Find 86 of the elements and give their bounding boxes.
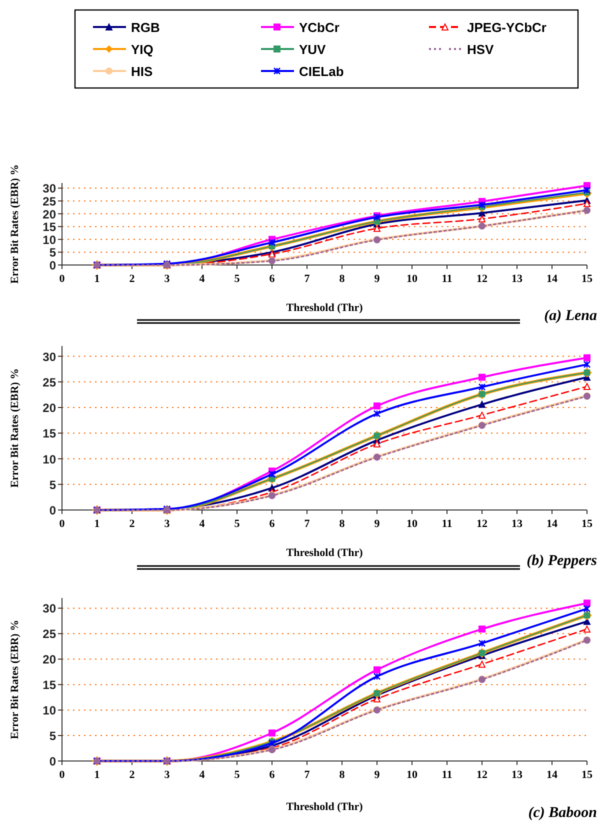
x-tick-label: 15 bbox=[582, 518, 593, 530]
x-tick-label: 5 bbox=[234, 769, 240, 781]
y-tick-label: 0 bbox=[49, 258, 56, 272]
x-tick-label: 4 bbox=[199, 769, 206, 781]
x-tick-label: 1 bbox=[94, 769, 100, 781]
x-tick-label: 2 bbox=[129, 273, 136, 285]
x-tick-label: 3 bbox=[164, 273, 170, 285]
x-tick-label: 11 bbox=[442, 273, 452, 285]
x-tick-label: 0 bbox=[59, 769, 66, 781]
x-tick-label: 10 bbox=[406, 769, 418, 781]
x-tick-label: 12 bbox=[476, 769, 488, 781]
legend-label: JPEG-YCbCr bbox=[467, 20, 546, 35]
y-axis-title: Error Bit Rates (EBR) % bbox=[9, 368, 21, 488]
text: (c) Baboon bbox=[528, 805, 597, 821]
y-axis-title: Error Bit Rates (EBR) % bbox=[9, 164, 21, 284]
x-tick-label: 5 bbox=[234, 273, 240, 285]
y-tick-label: 15 bbox=[42, 426, 56, 441]
x-axis-title: Threshold (Thr) bbox=[286, 801, 364, 813]
y-tick-label: 5 bbox=[49, 478, 56, 492]
y-tick-label: 10 bbox=[42, 232, 56, 247]
x-tick-label: 8 bbox=[339, 518, 346, 530]
x-tick-label: 6 bbox=[269, 273, 276, 285]
x-tick-label: 8 bbox=[339, 769, 346, 781]
text: (a) Lena bbox=[544, 308, 598, 324]
y-tick-label: 0 bbox=[49, 504, 56, 518]
x-tick-label: 15 bbox=[582, 273, 593, 285]
x-tick-label: 10 bbox=[406, 518, 418, 530]
x-tick-label: 4 bbox=[199, 273, 206, 285]
legend-label: YUV bbox=[299, 42, 326, 57]
x-tick-label: 1 bbox=[94, 518, 100, 530]
x-tick-label: 2 bbox=[129, 518, 136, 530]
x-tick-label: 13 bbox=[512, 518, 523, 530]
x-tick-label: 4 bbox=[199, 518, 206, 530]
y-tick-label: 5 bbox=[49, 246, 56, 260]
x-tick-label: 7 bbox=[304, 273, 310, 285]
x-axis-title: Threshold (Thr) bbox=[286, 547, 364, 559]
y-tick-label: 30 bbox=[42, 350, 56, 364]
y-tick-label: 25 bbox=[42, 194, 56, 208]
x-tick-label: 7 bbox=[304, 518, 310, 530]
y-axis-title: Error Bit Rates (EBR) % bbox=[9, 620, 21, 740]
x-tick-label: 0 bbox=[59, 273, 66, 285]
x-axis-title: Threshold (Thr) bbox=[286, 302, 364, 314]
legend-label: RGB bbox=[131, 20, 160, 35]
y-tick-label: 25 bbox=[42, 375, 56, 390]
x-tick-label: 14 bbox=[546, 769, 558, 781]
x-tick-label: 0 bbox=[59, 518, 66, 530]
x-tick-label: 3 bbox=[164, 769, 170, 781]
x-tick-label: 12 bbox=[476, 518, 488, 530]
y-tick-label: 20 bbox=[42, 652, 56, 667]
y-tick-label: 15 bbox=[42, 220, 56, 234]
x-tick-label: 13 bbox=[512, 273, 523, 285]
x-tick-label: 5 bbox=[234, 518, 240, 530]
y-tick-label: 0 bbox=[49, 754, 56, 768]
x-tick-label: 10 bbox=[406, 273, 418, 285]
x-tick-label: 11 bbox=[442, 518, 452, 530]
x-tick-label: 6 bbox=[269, 518, 276, 530]
x-tick-label: 12 bbox=[476, 273, 488, 285]
legend-label: YCbCr bbox=[299, 20, 340, 35]
x-tick-label: 11 bbox=[442, 769, 452, 781]
y-tick-label: 5 bbox=[49, 729, 56, 744]
y-tick-label: 30 bbox=[42, 602, 56, 616]
y-tick-label: 10 bbox=[42, 704, 56, 718]
x-tick-label: 6 bbox=[269, 769, 276, 781]
x-tick-label: 9 bbox=[374, 518, 380, 530]
x-tick-label: 15 bbox=[582, 769, 593, 781]
text: (b) Peppers bbox=[526, 553, 598, 569]
y-tick-label: 10 bbox=[42, 452, 56, 466]
y-tick-label: 20 bbox=[42, 401, 56, 415]
y-tick-label: 20 bbox=[42, 207, 56, 222]
legend-label: HSV bbox=[467, 42, 494, 57]
y-tick-label: 15 bbox=[42, 678, 56, 692]
legend-label: HIS bbox=[131, 64, 153, 79]
x-tick-label: 8 bbox=[339, 273, 346, 285]
x-tick-label: 9 bbox=[374, 273, 380, 285]
y-tick-label: 25 bbox=[42, 627, 56, 642]
x-tick-label: 14 bbox=[546, 518, 558, 530]
x-tick-label: 13 bbox=[512, 769, 523, 781]
x-tick-label: 9 bbox=[374, 769, 380, 781]
x-tick-label: 14 bbox=[546, 273, 558, 285]
y-tick-label: 30 bbox=[42, 182, 56, 196]
x-tick-label: 2 bbox=[129, 769, 136, 781]
x-tick-label: 3 bbox=[164, 518, 170, 530]
x-tick-label: 7 bbox=[304, 769, 310, 781]
legend-label: YIQ bbox=[131, 42, 154, 57]
legend-label: CIELab bbox=[299, 64, 344, 79]
x-tick-label: 1 bbox=[94, 273, 100, 285]
